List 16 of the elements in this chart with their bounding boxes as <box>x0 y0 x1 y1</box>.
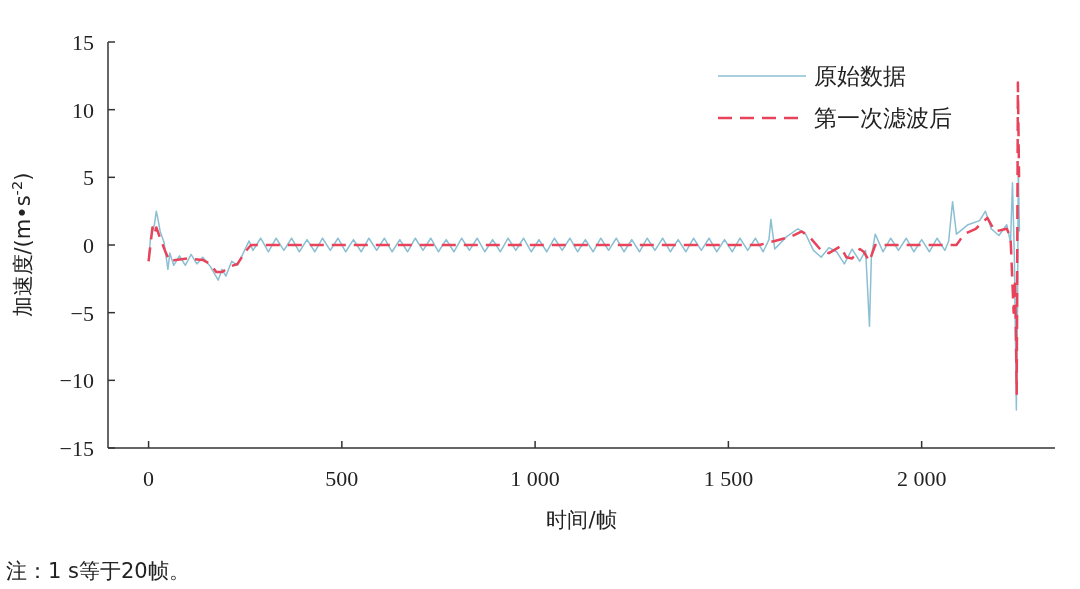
x-tick-label: 500 <box>325 466 359 491</box>
x-tick-label: 2 000 <box>896 466 947 491</box>
y-tick-label: 10 <box>72 97 94 123</box>
y-tick-label: 15 <box>72 30 94 55</box>
x-tick-label: 0 <box>143 466 155 491</box>
y-tick-label: −10 <box>59 368 94 394</box>
y-tick-label: 5 <box>83 165 94 191</box>
y-tick-label: −15 <box>59 436 94 461</box>
y-tick-label: −5 <box>70 300 94 326</box>
x-axis-title: 时间/帧 <box>546 508 617 532</box>
x-tick-label: 1 500 <box>703 466 754 491</box>
legend-label: 第一次滤波后 <box>814 105 952 131</box>
text: 注：1 s等于20帧。 <box>6 559 190 583</box>
x-tick-label: 1 000 <box>510 466 560 491</box>
y-tick-label: 0 <box>83 233 94 258</box>
legend-label: 原始数据 <box>814 63 906 89</box>
